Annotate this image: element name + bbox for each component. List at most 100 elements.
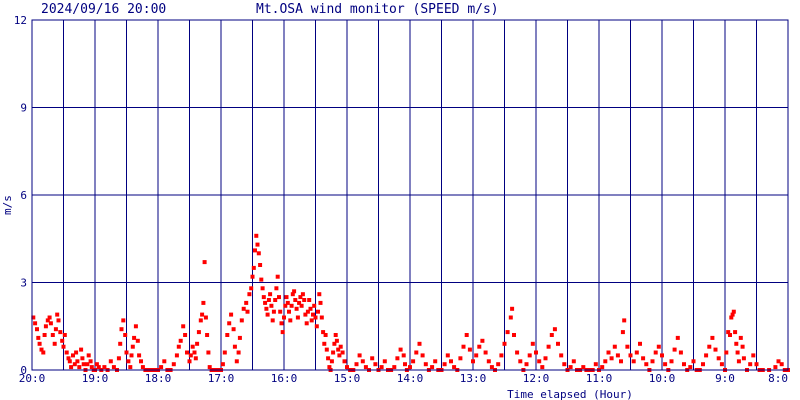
data-point	[270, 318, 275, 323]
data-point	[251, 265, 256, 270]
data-point	[288, 318, 293, 323]
data-point	[265, 312, 270, 317]
data-point	[260, 286, 265, 291]
data-point	[619, 359, 623, 364]
data-point	[162, 359, 167, 364]
data-point	[261, 295, 266, 300]
data-point	[192, 350, 197, 355]
data-point	[35, 327, 39, 332]
data-point	[324, 347, 329, 352]
data-point	[239, 318, 244, 323]
data-point	[342, 359, 347, 364]
data-point	[171, 362, 176, 367]
data-point	[622, 318, 627, 323]
data-point	[188, 353, 193, 358]
data-point	[293, 298, 298, 302]
y-tick-label: 0	[20, 364, 27, 377]
x-tick-label: 10:0	[649, 372, 676, 385]
data-point	[411, 359, 416, 364]
data-point	[733, 330, 738, 335]
data-point	[174, 353, 179, 358]
data-point	[568, 365, 573, 370]
data-point	[45, 318, 50, 323]
data-point	[274, 286, 279, 291]
data-point	[88, 359, 93, 364]
data-point	[370, 356, 375, 361]
data-point	[271, 309, 276, 314]
data-point	[31, 315, 36, 320]
data-point	[287, 309, 291, 314]
data-point	[302, 298, 307, 302]
grid-lines	[32, 20, 788, 370]
data-point	[234, 359, 239, 364]
data-point	[275, 274, 280, 279]
data-point	[135, 338, 140, 343]
data-point	[740, 344, 745, 349]
data-point	[735, 350, 740, 355]
data-point	[303, 312, 308, 317]
data-point	[130, 344, 135, 349]
data-point	[546, 344, 551, 349]
data-point	[357, 353, 362, 358]
data-point	[229, 312, 234, 317]
data-point	[48, 321, 53, 326]
data-point	[268, 292, 273, 297]
data-point	[609, 356, 614, 361]
data-point	[43, 324, 48, 329]
data-point	[250, 274, 255, 279]
x-tick-label: 11:0	[586, 372, 613, 385]
data-point	[42, 333, 47, 337]
x-axis-label: Time elapsed (Hour)	[507, 388, 633, 400]
data-point	[317, 292, 322, 297]
data-point	[477, 344, 482, 349]
data-point	[139, 359, 143, 364]
y-tick-label: 9	[20, 102, 27, 115]
data-point	[231, 327, 236, 332]
data-point	[331, 350, 336, 355]
data-point	[728, 333, 732, 337]
data-point	[719, 362, 724, 367]
data-point	[279, 321, 284, 326]
data-point	[751, 353, 756, 358]
data-point	[527, 353, 532, 358]
data-point	[675, 335, 680, 340]
data-point	[256, 251, 261, 256]
data-point	[263, 300, 268, 305]
data-point	[489, 365, 494, 370]
data-point	[730, 312, 735, 317]
data-point	[414, 350, 419, 355]
data-point	[467, 347, 472, 352]
data-point	[345, 365, 349, 370]
data-point	[360, 359, 365, 364]
data-point	[41, 350, 46, 355]
data-point	[128, 365, 133, 370]
data-point	[338, 344, 343, 349]
data-point	[69, 365, 74, 370]
data-point	[423, 362, 428, 367]
data-point	[644, 362, 649, 367]
data-point	[452, 365, 457, 370]
data-point	[420, 353, 425, 358]
data-point	[688, 365, 693, 370]
data-point	[631, 359, 636, 364]
data-point	[710, 335, 715, 340]
data-point	[354, 362, 359, 367]
data-point	[185, 350, 189, 355]
data-point	[373, 362, 378, 367]
data-point	[496, 362, 501, 367]
data-point	[707, 344, 712, 349]
y-tick-label: 6	[20, 189, 27, 202]
chart-title: Mt.OSA wind monitor (SPEED m/s)	[256, 2, 499, 17]
x-tick-label: 17:0	[208, 372, 235, 385]
data-point	[606, 350, 611, 355]
x-tick-label: 8:0	[768, 372, 788, 385]
data-point	[678, 350, 683, 355]
data-point	[237, 335, 242, 340]
data-point	[74, 350, 79, 355]
data-point	[638, 341, 642, 346]
data-point	[205, 333, 210, 337]
data-point	[334, 338, 339, 343]
data-point	[304, 321, 309, 326]
data-point	[634, 350, 639, 355]
